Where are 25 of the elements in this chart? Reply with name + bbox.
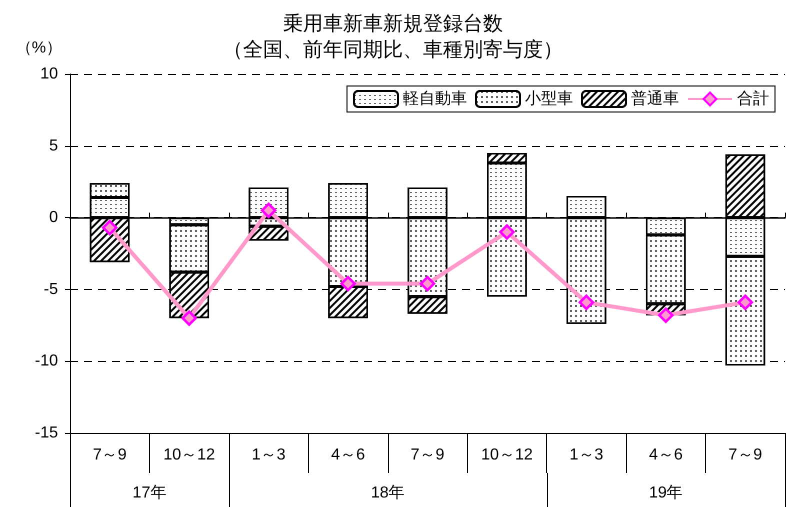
x-tick-label: 7～9 [410,446,444,464]
legend-label: 合計 [737,90,769,108]
text: 18年 [370,484,405,502]
y-tick-label: -10 [34,352,58,370]
chart-subtitle: （全国、前年同期比、車種別寄与度） [223,38,563,61]
x-tick-label: 10～12 [481,446,533,464]
y-tick-label: -5 [44,280,58,298]
y-tick-label: -15 [34,424,58,442]
legend-label: 小型車 [525,90,573,108]
y-tick-label: 0 [49,209,58,226]
x-tick-label: 10～12 [163,446,216,464]
x-tick-label: 4～6 [331,446,366,464]
x-tick-label: 4～6 [648,446,683,464]
text: 17年 [132,484,166,502]
y-tick-label: 5 [49,137,58,154]
x-tick-label: 7～9 [728,446,762,464]
x-tick-label: 1～3 [569,446,604,464]
x-tick-label: 1～3 [252,446,286,464]
legend-label: 普通車 [631,90,679,108]
x-tick-label: 7～9 [92,446,127,464]
y-axis-title: （%） [16,40,62,56]
legend-label: 軽自動車 [403,90,467,108]
chart-title: 乗用車新車新規登録台数 [283,13,503,35]
text: 19年 [648,484,683,502]
y-tick-label: 10 [40,66,58,82]
